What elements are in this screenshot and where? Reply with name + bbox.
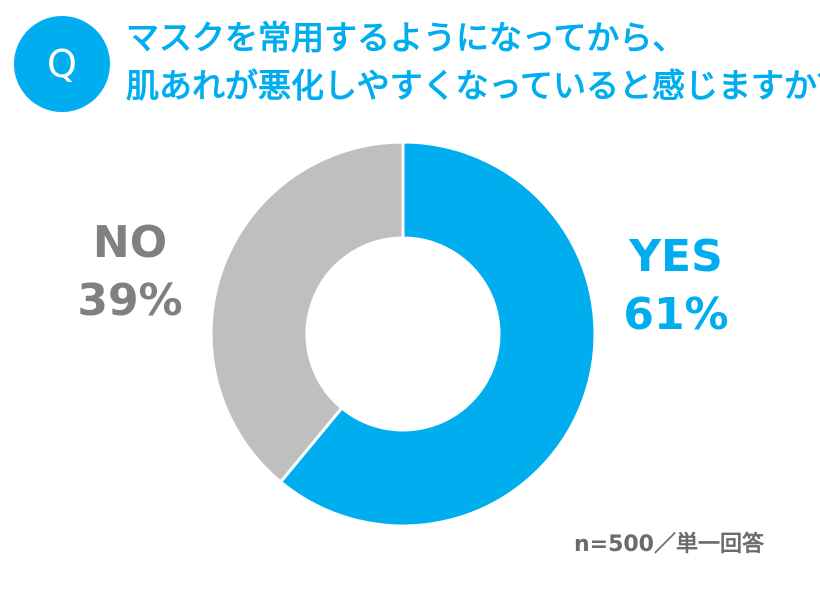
donut-slice-yes <box>278 140 597 528</box>
no-percent: 39% <box>77 275 183 326</box>
question-line-1: マスクを常用するようになってから、 <box>126 18 686 57</box>
donut-slice-no <box>209 140 405 485</box>
question-line-2: 肌あれが悪化しやすくなっていると感じますか？ <box>126 66 820 105</box>
no-label: NO <box>92 217 168 268</box>
yes-percent: 61% <box>623 289 729 340</box>
question-text: マスクを常用するようになってから、 肌あれが悪化しやすくなっていると感じますか？ <box>126 14 820 110</box>
sample-note: n=500／単一回答 <box>573 532 764 557</box>
no-slice-label: NO 39% <box>60 214 200 330</box>
yes-slice-label: YES 61% <box>606 228 746 344</box>
question-badge-letter: Q <box>47 42 77 86</box>
yes-label: YES <box>629 231 723 282</box>
question-badge-icon: Q <box>14 16 110 112</box>
